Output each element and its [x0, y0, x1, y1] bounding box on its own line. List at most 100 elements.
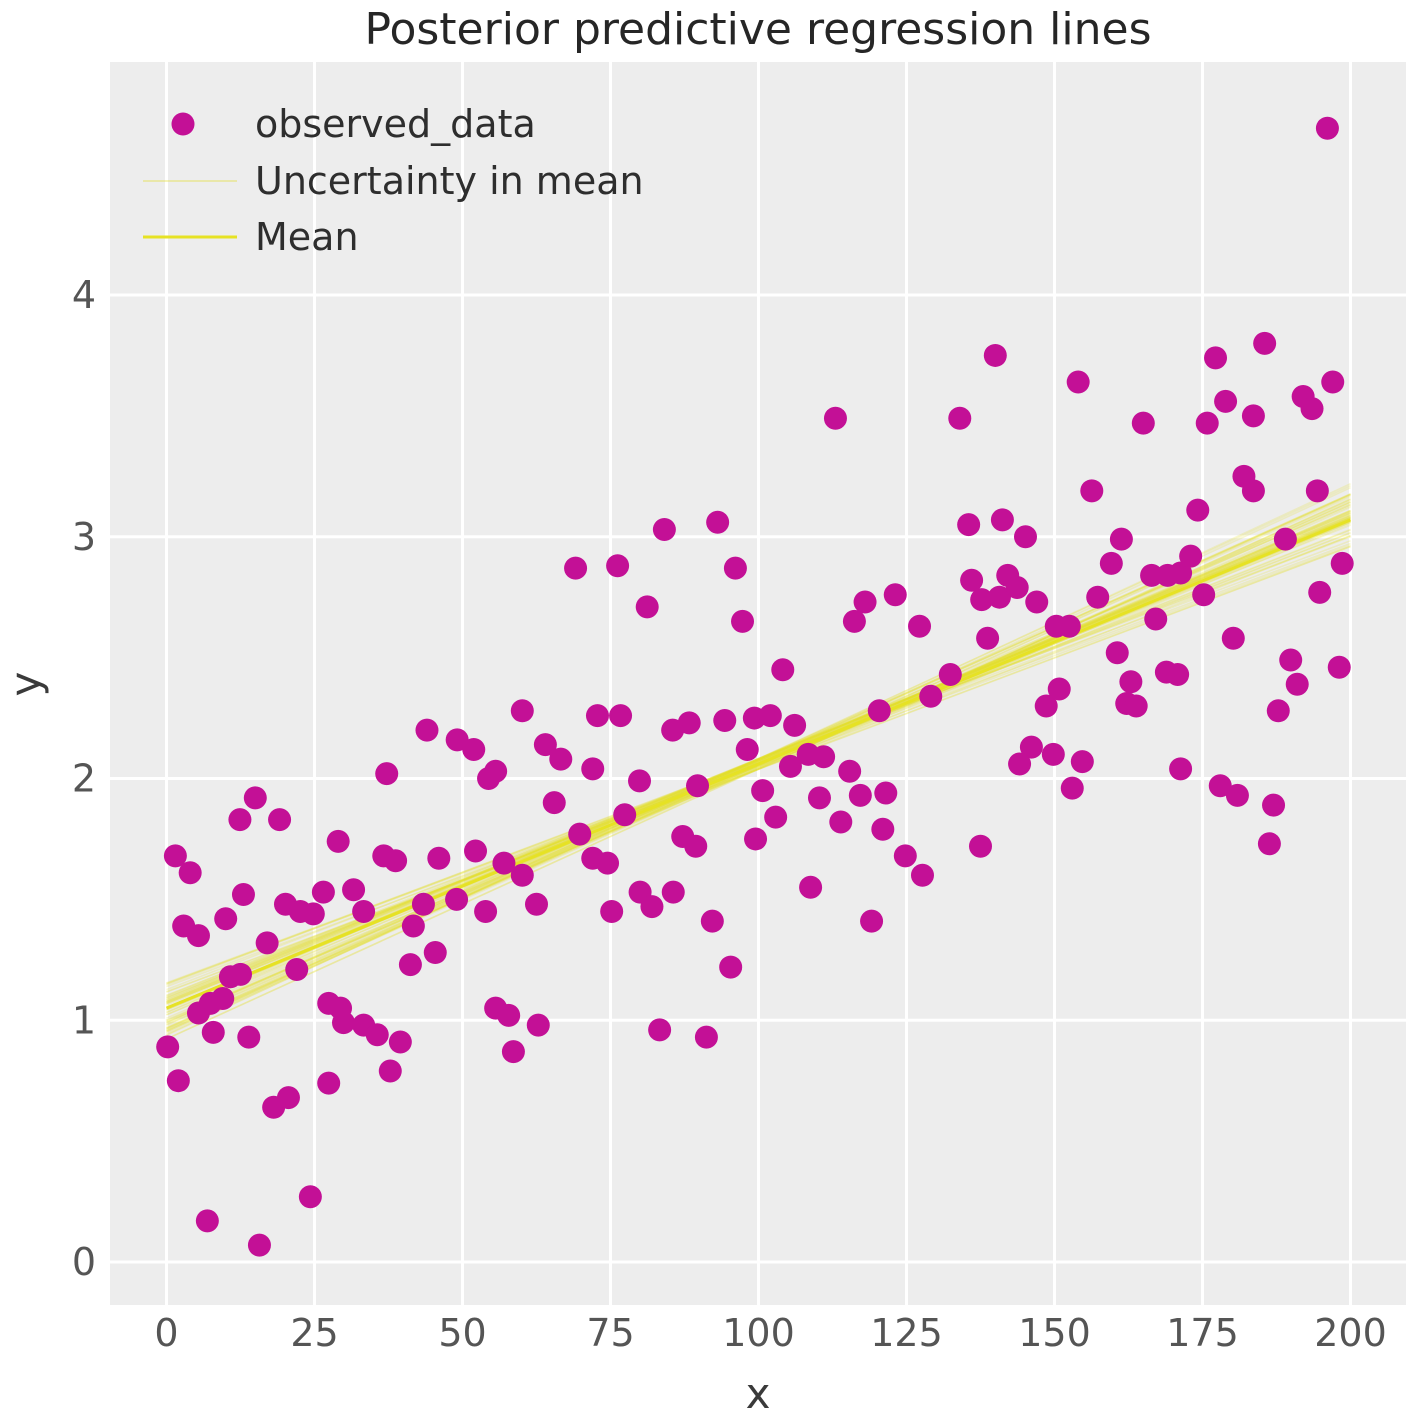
data-point — [829, 810, 853, 834]
data-point — [415, 718, 439, 742]
legend: observed_data Uncertainty in mean Mean — [143, 102, 644, 259]
data-point — [661, 880, 685, 904]
data-point — [445, 887, 469, 911]
uncertainty-line — [166, 497, 1351, 1040]
data-point — [1321, 370, 1345, 394]
data-point — [1019, 735, 1043, 759]
data-point — [388, 1030, 412, 1054]
data-point — [1285, 672, 1309, 696]
data-point — [600, 899, 624, 923]
data-point — [1257, 832, 1281, 856]
data-point — [919, 684, 943, 708]
data-point — [771, 658, 795, 682]
data-point — [976, 626, 1000, 650]
data-point — [1204, 346, 1228, 370]
data-point — [411, 892, 435, 916]
x-tick: 0 — [154, 1311, 178, 1355]
data-point — [700, 909, 724, 933]
uncertainty-line — [166, 498, 1351, 1040]
data-point — [1253, 331, 1277, 355]
data-point — [311, 880, 335, 904]
uncertainty-line — [166, 511, 1351, 1023]
y-tick: 0 — [72, 1240, 96, 1284]
data-point — [783, 713, 807, 737]
data-point — [178, 861, 202, 885]
uncertainty-line — [166, 512, 1351, 1008]
data-point — [938, 663, 962, 687]
legend-label: Uncertainty in mean — [255, 159, 644, 203]
data-point — [484, 759, 508, 783]
data-point — [1013, 525, 1037, 549]
y-tick-labels: 0 1 2 3 4 — [72, 273, 96, 1284]
data-point — [474, 899, 498, 923]
y-tick: 2 — [72, 757, 96, 801]
data-point — [1192, 583, 1216, 607]
data-point — [384, 849, 408, 873]
data-point — [640, 895, 664, 919]
data-point — [1086, 585, 1110, 609]
data-point — [609, 704, 633, 728]
data-point — [628, 769, 652, 793]
data-point — [510, 699, 534, 723]
data-point — [549, 747, 573, 771]
x-tick: 100 — [722, 1311, 795, 1355]
data-point — [268, 808, 292, 832]
data-point — [1047, 677, 1071, 701]
data-point — [564, 556, 588, 580]
data-point — [1262, 793, 1286, 817]
data-point — [684, 834, 708, 858]
data-point — [606, 554, 630, 578]
data-point — [1166, 663, 1190, 687]
data-point — [677, 711, 701, 735]
data-point — [823, 406, 847, 430]
data-point — [1241, 404, 1265, 428]
data-point — [243, 786, 267, 810]
data-point — [648, 1018, 672, 1042]
data-point — [758, 704, 782, 728]
data-point — [1057, 614, 1081, 638]
data-point — [195, 1209, 219, 1233]
data-point — [987, 585, 1011, 609]
data-point — [398, 953, 422, 977]
data-point — [751, 779, 775, 803]
data-point — [423, 941, 447, 965]
data-point — [1034, 694, 1058, 718]
data-point — [874, 781, 898, 805]
data-point — [1080, 479, 1104, 503]
data-point — [1195, 411, 1219, 435]
data-point — [1315, 116, 1339, 140]
data-point — [229, 962, 252, 986]
data-point — [1241, 479, 1265, 503]
data-point — [1186, 498, 1210, 522]
x-axis-label: x — [746, 1369, 771, 1418]
data-point — [166, 1069, 190, 1093]
data-point — [1266, 699, 1290, 723]
data-point — [983, 343, 1007, 367]
data-point — [723, 556, 747, 580]
data-point — [764, 805, 788, 829]
data-point — [1124, 694, 1148, 718]
data-point — [694, 1025, 718, 1049]
data-point — [231, 883, 255, 907]
chart-title: Posterior predictive regression lines — [365, 4, 1152, 55]
mean-line-path — [165, 518, 1352, 1010]
data-point — [613, 803, 637, 827]
x-tick: 175 — [1166, 1311, 1239, 1355]
x-tick: 75 — [586, 1311, 634, 1355]
data-point — [285, 957, 309, 981]
data-point — [1327, 655, 1351, 679]
legend-label: Mean — [255, 215, 359, 259]
data-point — [568, 822, 592, 846]
data-point — [652, 517, 676, 541]
data-point — [332, 1011, 356, 1035]
data-point — [1140, 563, 1164, 587]
data-point — [276, 1086, 300, 1110]
data-point — [596, 851, 620, 875]
data-point — [908, 614, 932, 638]
data-point — [1179, 544, 1203, 568]
data-point — [211, 986, 235, 1010]
x-tick: 50 — [438, 1311, 486, 1355]
data-point — [214, 907, 238, 931]
data-point — [1099, 551, 1123, 575]
data-point — [1330, 551, 1354, 575]
